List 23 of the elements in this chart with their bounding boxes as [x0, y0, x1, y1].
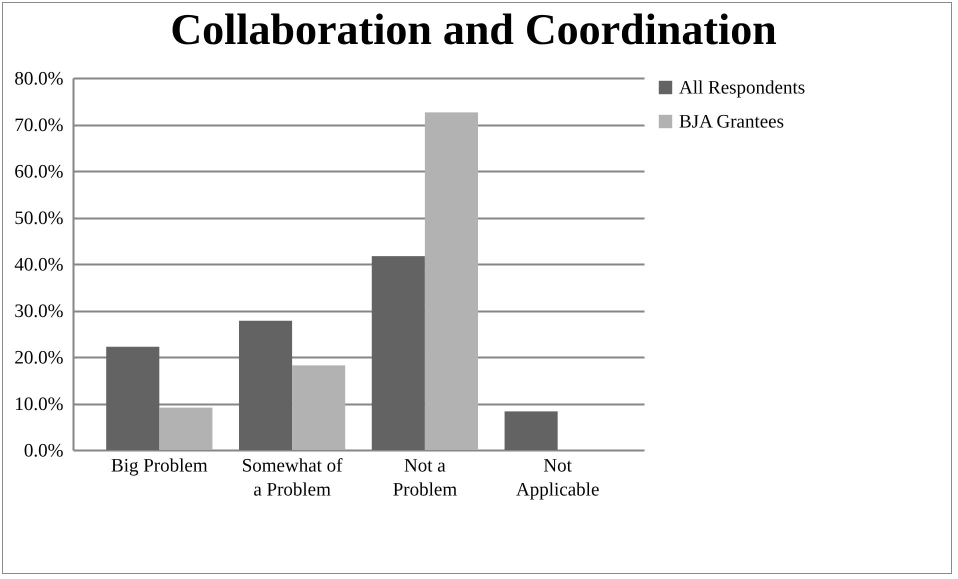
legend-label: All Respondents	[679, 78, 806, 98]
bar	[159, 408, 212, 450]
y-tick-label: 30.0%	[14, 301, 64, 322]
x-tick-label: Not a Problem	[392, 456, 458, 500]
bar	[292, 365, 346, 450]
bar	[238, 320, 292, 450]
y-tick-label: 10.0%	[14, 394, 64, 415]
bar	[106, 346, 160, 450]
bar	[424, 112, 478, 450]
bar	[372, 256, 425, 450]
y-tick-label: 70.0%	[14, 115, 64, 136]
legend-label: BJA Grantees	[679, 112, 784, 132]
x-tick-label: Not Applicable	[516, 456, 600, 500]
y-tick-label: 80.0%	[14, 68, 64, 90]
y-tick-label: 60.0%	[14, 162, 64, 182]
bar	[504, 411, 558, 450]
y-tick-label: 40.0%	[14, 254, 64, 276]
y-tick-label: 50.0%	[14, 208, 64, 229]
y-tick-label: 0.0%	[24, 440, 64, 462]
y-tick-label: 20.0%	[14, 348, 64, 368]
x-tick-label: Big Problem	[111, 456, 208, 476]
x-tick-label: Somewhat of a Problem	[242, 456, 344, 500]
chart-title: Collaboration and Coordination	[170, 5, 777, 54]
